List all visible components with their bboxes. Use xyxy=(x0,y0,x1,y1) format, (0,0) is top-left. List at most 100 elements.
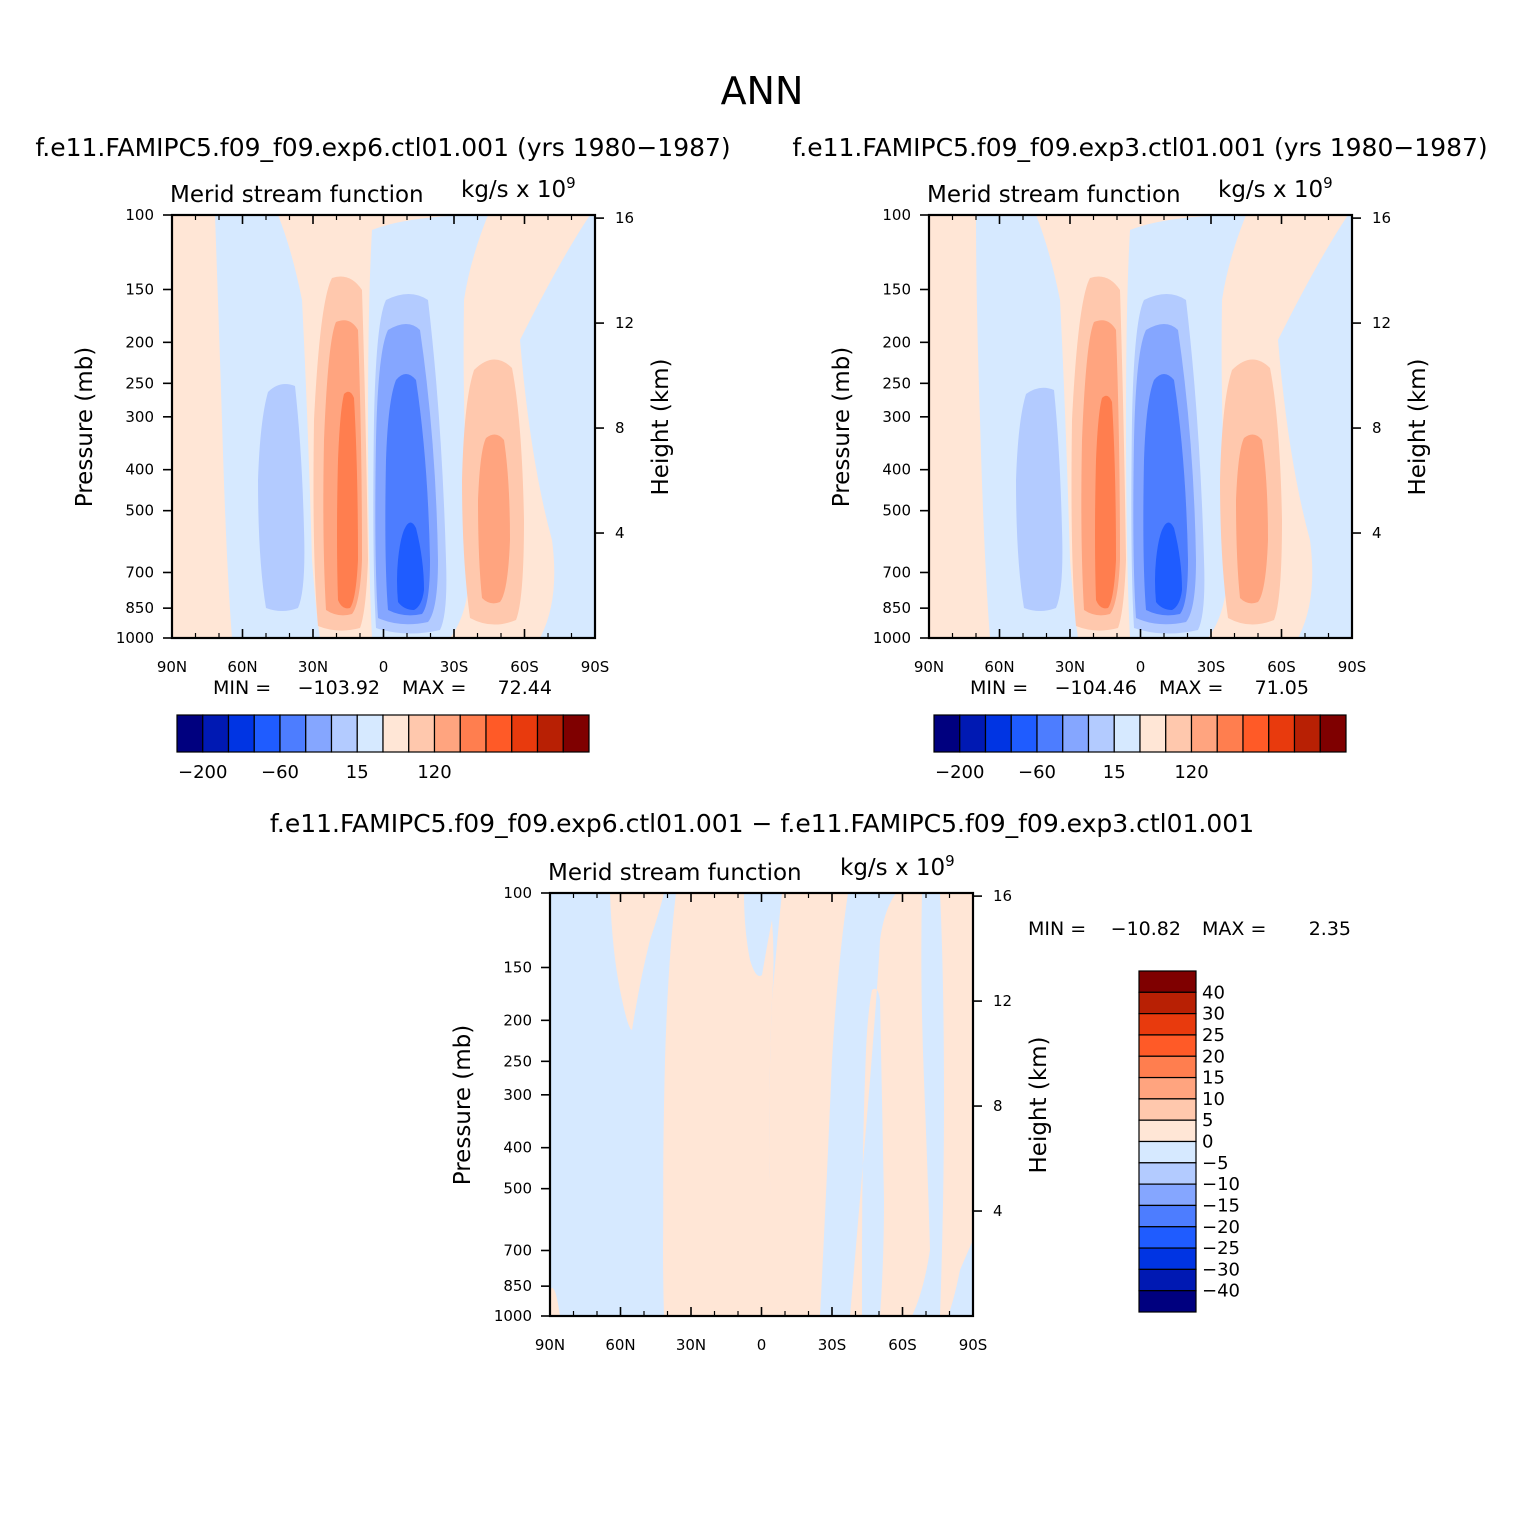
panel-3-contour-positive-northern-midlatitude xyxy=(940,893,973,1316)
x-tick-label: 90S xyxy=(1338,658,1367,676)
colorbar-label: −30 xyxy=(1202,1259,1240,1280)
panel-2-case-title: f.e11.FAMIPC5.f09_f09.exp3.ctl01.001 (yr… xyxy=(792,133,1487,162)
y-tick-label: 700 xyxy=(125,563,154,581)
colorbar-swatch xyxy=(1113,714,1141,753)
panel-2-contour-dark-blue-core xyxy=(1155,522,1182,610)
panel-1-contours xyxy=(172,215,595,638)
colorbar-swatch xyxy=(279,714,307,753)
x-tick-label: 30N xyxy=(676,1336,706,1354)
colorbar-swatch xyxy=(1242,714,1270,753)
panel-1-y2-axis-label: Height (km) xyxy=(648,358,674,495)
colorbar-swatch xyxy=(1138,1055,1197,1079)
colorbar-swatch xyxy=(1138,1013,1197,1036)
colorbar-label: −60 xyxy=(1018,762,1056,783)
y2-tick-label: 16 xyxy=(615,209,634,227)
panel-1-units: kg/s x 109 xyxy=(461,174,576,203)
panel-2-units: kg/s x 109 xyxy=(1218,174,1333,203)
colorbar-swatch xyxy=(1165,714,1193,753)
colorbar-swatch xyxy=(933,714,961,753)
panel-3-min-label: MIN = xyxy=(1028,918,1086,940)
y-tick-label: 1000 xyxy=(873,629,911,647)
panel-3-max-label: MAX = xyxy=(1202,918,1266,940)
panel-2-axes: 90N 60N 30N 0 30S 60S 90S 100 150 200 250 300 400 500… xyxy=(873,206,1391,676)
colorbar-swatch xyxy=(1138,1098,1197,1121)
colorbar-label: −10 xyxy=(1202,1174,1240,1195)
panel-3-contour-positive-south xyxy=(769,893,848,1316)
colorbar-swatch xyxy=(511,714,539,753)
colorbar-label: 25 xyxy=(1202,1025,1225,1046)
colorbar-swatch xyxy=(1138,1290,1197,1313)
colorbar-swatch xyxy=(1036,714,1064,753)
y-tick-label: 300 xyxy=(503,1086,532,1104)
x-tick-label: 60S xyxy=(888,1336,917,1354)
panel-2-max-value: 71.05 xyxy=(1255,677,1309,699)
y-tick-label: 100 xyxy=(125,206,154,224)
figure-title: ANN xyxy=(721,69,804,113)
panel-1-axes: 90N 60N 30N 0 30S 60S 90S 100 150 200 250 300 400 500… xyxy=(116,206,634,676)
colorbar-swatch xyxy=(1138,1183,1197,1207)
y2-tick-label: 16 xyxy=(993,887,1012,905)
colorbar-swatch xyxy=(1138,1076,1197,1100)
colorbar-label: −60 xyxy=(261,762,299,783)
panel-3-units: kg/s x 109 xyxy=(840,852,955,881)
colorbar-label: 30 xyxy=(1202,1004,1225,1025)
panel-2-contour-mid-red-south xyxy=(1236,434,1268,604)
colorbar-swatch xyxy=(433,714,461,753)
colorbar-swatch xyxy=(1293,714,1321,753)
y-tick-label: 500 xyxy=(882,502,911,520)
x-tick-label: 30S xyxy=(1197,658,1226,676)
colorbar-swatch xyxy=(1138,970,1197,993)
colorbar-swatch xyxy=(1138,1140,1197,1164)
y2-tick-label: 8 xyxy=(993,1097,1003,1115)
colorbar-swatch xyxy=(253,714,281,753)
y-tick-label: 250 xyxy=(882,374,911,392)
y2-tick-label: 12 xyxy=(1372,314,1391,332)
panel-3-contour-positive-southern-midlatitude xyxy=(850,893,930,1316)
panel-2: Merid stream function kg/s x 109 90N 60N 3… xyxy=(829,174,1431,783)
panel-1-y-axis-label: Pressure (mb) xyxy=(72,347,98,507)
panel-2-colorbar: −200 −60 15 120 xyxy=(933,714,1347,783)
x-tick-label: 60S xyxy=(1267,658,1296,676)
panel-3-y2-axis-label: Height (km) xyxy=(1026,1036,1052,1173)
colorbar-label: 15 xyxy=(346,762,369,783)
panel-2-contour-blue-north xyxy=(1016,387,1063,611)
y-tick-label: 400 xyxy=(882,461,911,479)
y-tick-label: 100 xyxy=(882,206,911,224)
colorbar-swatch xyxy=(459,714,487,753)
colorbar-swatch xyxy=(984,714,1012,753)
panel-3-contour-positive-pole-edge xyxy=(550,1287,560,1316)
panel-1-contour-dark-blue-core xyxy=(397,522,424,610)
panel-2-contour-red-core-north xyxy=(1095,395,1116,609)
y2-tick-label: 16 xyxy=(1372,209,1391,227)
panel-2-max-label: MAX = xyxy=(1159,677,1223,699)
panel-2-min-value: −104.46 xyxy=(1055,677,1137,699)
panel-1-min-label: MIN = xyxy=(213,677,271,699)
x-tick-label: 30N xyxy=(298,658,328,676)
x-tick-label: 60S xyxy=(510,658,539,676)
colorbar-label: −20 xyxy=(1202,1217,1240,1238)
colorbar-swatch xyxy=(485,714,513,753)
x-tick-label: 90N xyxy=(157,658,187,676)
y-tick-label: 250 xyxy=(125,374,154,392)
colorbar-label: −5 xyxy=(1202,1153,1229,1174)
panel-3-variable-title: Merid stream function xyxy=(548,860,802,886)
x-tick-label: 30S xyxy=(818,1336,847,1354)
y2-tick-label: 8 xyxy=(1372,419,1382,437)
panel-2-y-axis-label: Pressure (mb) xyxy=(829,347,855,507)
panel-2-y2-axis-label: Height (km) xyxy=(1405,358,1431,495)
y-tick-label: 700 xyxy=(503,1241,532,1259)
x-tick-label: 30N xyxy=(1055,658,1085,676)
colorbar-swatch xyxy=(305,714,333,753)
colorbar-label: 15 xyxy=(1202,1068,1225,1089)
y2-tick-label: 4 xyxy=(615,524,625,542)
panel-1-min-value: −103.92 xyxy=(298,677,380,699)
y2-tick-label: 4 xyxy=(993,1202,1003,1220)
colorbar-label: 5 xyxy=(1202,1110,1213,1131)
colorbar-label: 0 xyxy=(1202,1132,1213,1153)
y-tick-label: 100 xyxy=(503,884,532,902)
panel-3-contour-positive-central xyxy=(663,893,778,1316)
colorbar-swatch xyxy=(1138,991,1197,1015)
x-tick-label: 60N xyxy=(605,1336,635,1354)
colorbar-swatch xyxy=(562,714,590,753)
